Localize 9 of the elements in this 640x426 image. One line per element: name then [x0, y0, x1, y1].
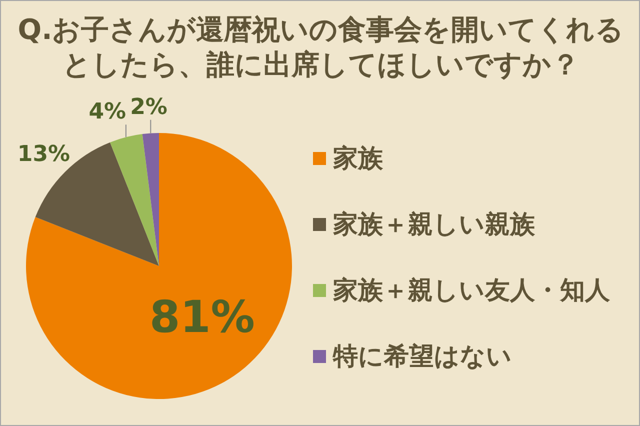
data-label: 81%: [149, 292, 255, 344]
legend-label: 特に希望はない: [332, 342, 512, 370]
legend-label: 家族: [332, 144, 384, 172]
legend-label: 家族＋親しい友人・知人: [332, 276, 611, 304]
chart-title: Q.お子さんが還暦祝いの食事会を開いてくれるとしたら、誰に出席してほしいですか？: [16, 12, 626, 82]
legend-label: 家族＋親しい親族: [332, 210, 536, 238]
data-label: 2%: [130, 94, 168, 120]
data-label: 4%: [88, 100, 126, 125]
data-label: 13%: [17, 142, 70, 168]
